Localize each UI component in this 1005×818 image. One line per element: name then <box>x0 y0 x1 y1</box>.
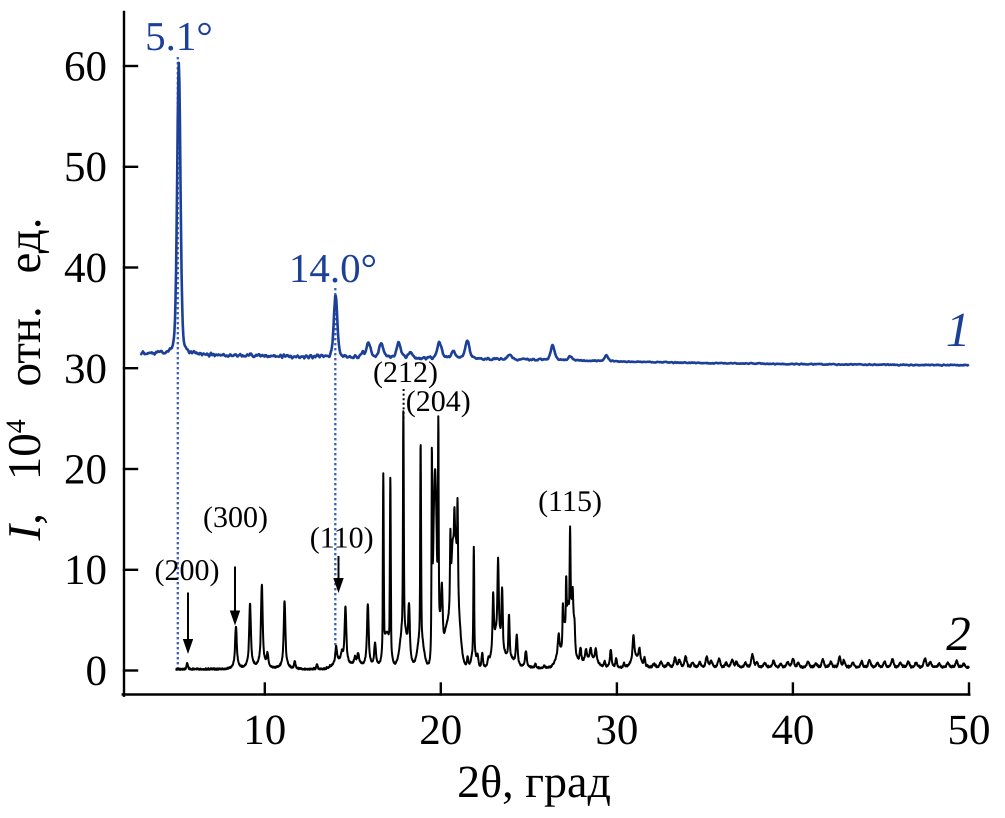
svg-text:30: 30 <box>595 707 638 754</box>
svg-text:(200): (200) <box>155 554 220 587</box>
svg-text:40: 40 <box>64 245 107 292</box>
svg-text:14.0°: 14.0° <box>289 245 377 291</box>
svg-text:60: 60 <box>64 44 107 91</box>
svg-text:(300): (300) <box>203 501 268 534</box>
svg-text:50: 50 <box>948 707 991 754</box>
svg-text:I, 104 отн. ед.: I, 104 отн. ед. <box>0 218 51 542</box>
svg-text:(204): (204) <box>406 385 471 418</box>
svg-text:30: 30 <box>64 346 107 393</box>
svg-text:40: 40 <box>771 707 814 754</box>
svg-text:20: 20 <box>64 447 107 494</box>
svg-text:1: 1 <box>946 302 971 357</box>
svg-text:2: 2 <box>946 606 971 661</box>
svg-text:(212): (212) <box>373 356 438 389</box>
svg-text:50: 50 <box>64 144 107 191</box>
svg-text:2θ, град: 2θ, град <box>457 756 611 807</box>
svg-text:10: 10 <box>64 547 107 594</box>
svg-text:0: 0 <box>86 648 108 695</box>
svg-text:(115): (115) <box>538 485 602 518</box>
svg-text:(110): (110) <box>310 522 374 555</box>
svg-text:10: 10 <box>243 707 286 754</box>
svg-text:20: 20 <box>419 707 462 754</box>
svg-text:5.1°: 5.1° <box>145 13 213 59</box>
